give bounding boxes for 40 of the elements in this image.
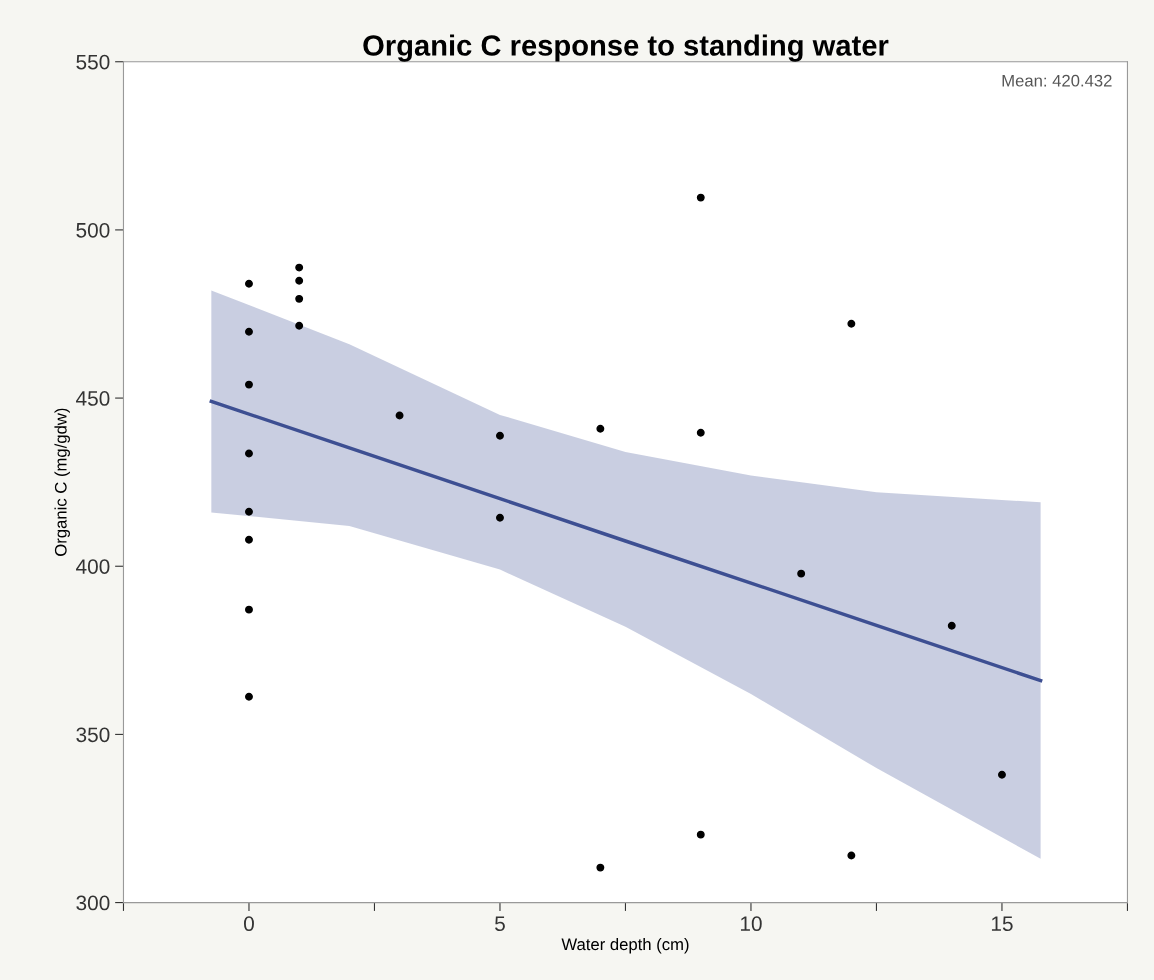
y-axis-title: Organic C (mg/gdw) — [54, 408, 70, 556]
x-tick-label: 15 — [991, 916, 1013, 932]
point — [847, 319, 856, 328]
y-tick-label: 450 — [76, 391, 110, 406]
point — [295, 321, 304, 330]
y-tick-label: 300 — [76, 895, 110, 911]
point — [696, 428, 705, 437]
x-axis-title: Water depth (cm) — [561, 937, 689, 954]
line-series — [209, 399, 1043, 683]
x-tick-label: 10 — [740, 916, 762, 932]
point — [596, 424, 605, 433]
y-tick-label: 550 — [76, 54, 110, 70]
x-tick-label: 0 — [244, 916, 254, 932]
y-tick-label: 400 — [76, 559, 110, 574]
point — [245, 449, 253, 458]
point — [245, 327, 253, 336]
y-tick-label: 500 — [76, 222, 110, 238]
point — [596, 863, 605, 872]
point — [395, 411, 404, 420]
point — [245, 507, 253, 516]
annotation: Mean: 420.432 — [1002, 74, 1112, 87]
point — [998, 770, 1006, 779]
point — [496, 513, 504, 522]
point — [847, 851, 856, 860]
point — [947, 621, 956, 630]
point — [496, 431, 504, 440]
chart-title: Organic C response to standing water — [363, 34, 889, 62]
point — [245, 279, 253, 288]
point — [295, 263, 304, 272]
point — [245, 380, 253, 389]
point — [696, 830, 705, 839]
point — [245, 605, 253, 614]
point — [245, 535, 253, 544]
point — [295, 294, 304, 303]
y-tick-label: 350 — [76, 727, 110, 743]
x-tick-label: 5 — [495, 916, 505, 932]
point — [696, 193, 705, 202]
point — [797, 569, 806, 578]
point — [295, 276, 304, 285]
point — [245, 692, 253, 701]
